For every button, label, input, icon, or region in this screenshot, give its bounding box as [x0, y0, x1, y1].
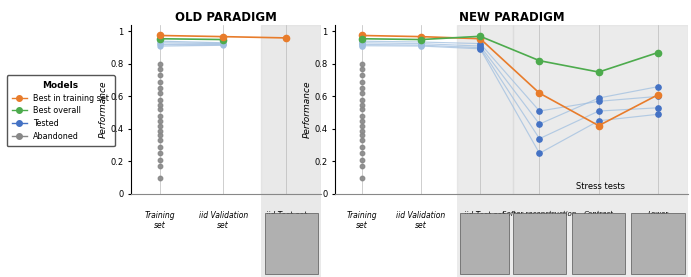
Text: iid Test set: iid Test set	[266, 211, 307, 219]
Y-axis label: Performance: Performance	[99, 81, 108, 138]
Bar	[513, 25, 688, 194]
Text: iid Validation
set: iid Validation set	[198, 211, 248, 230]
Bar	[457, 25, 513, 194]
Title: NEW PARADIGM: NEW PARADIGM	[459, 11, 564, 24]
Bar	[261, 25, 321, 194]
Text: Lower
resolution: Lower resolution	[641, 211, 675, 224]
Text: Training
set: Training set	[346, 211, 377, 230]
Text: Stress tests: Stress tests	[576, 182, 625, 191]
Y-axis label: Performance: Performance	[303, 81, 312, 138]
Text: Training
set: Training set	[144, 211, 175, 230]
Text: Softer reconstruction
kernel: Softer reconstruction kernel	[502, 211, 576, 224]
Text: iid Validation
set: iid Validation set	[397, 211, 446, 230]
Text: iid Test set: iid Test set	[464, 211, 505, 219]
Legend: Best in training set, Best overall, Tested, Abandoned: Best in training set, Best overall, Test…	[6, 75, 115, 146]
Title: OLD PARADIGM: OLD PARADIGM	[176, 11, 277, 24]
Text: Contrast
edited: Contrast edited	[584, 211, 614, 224]
